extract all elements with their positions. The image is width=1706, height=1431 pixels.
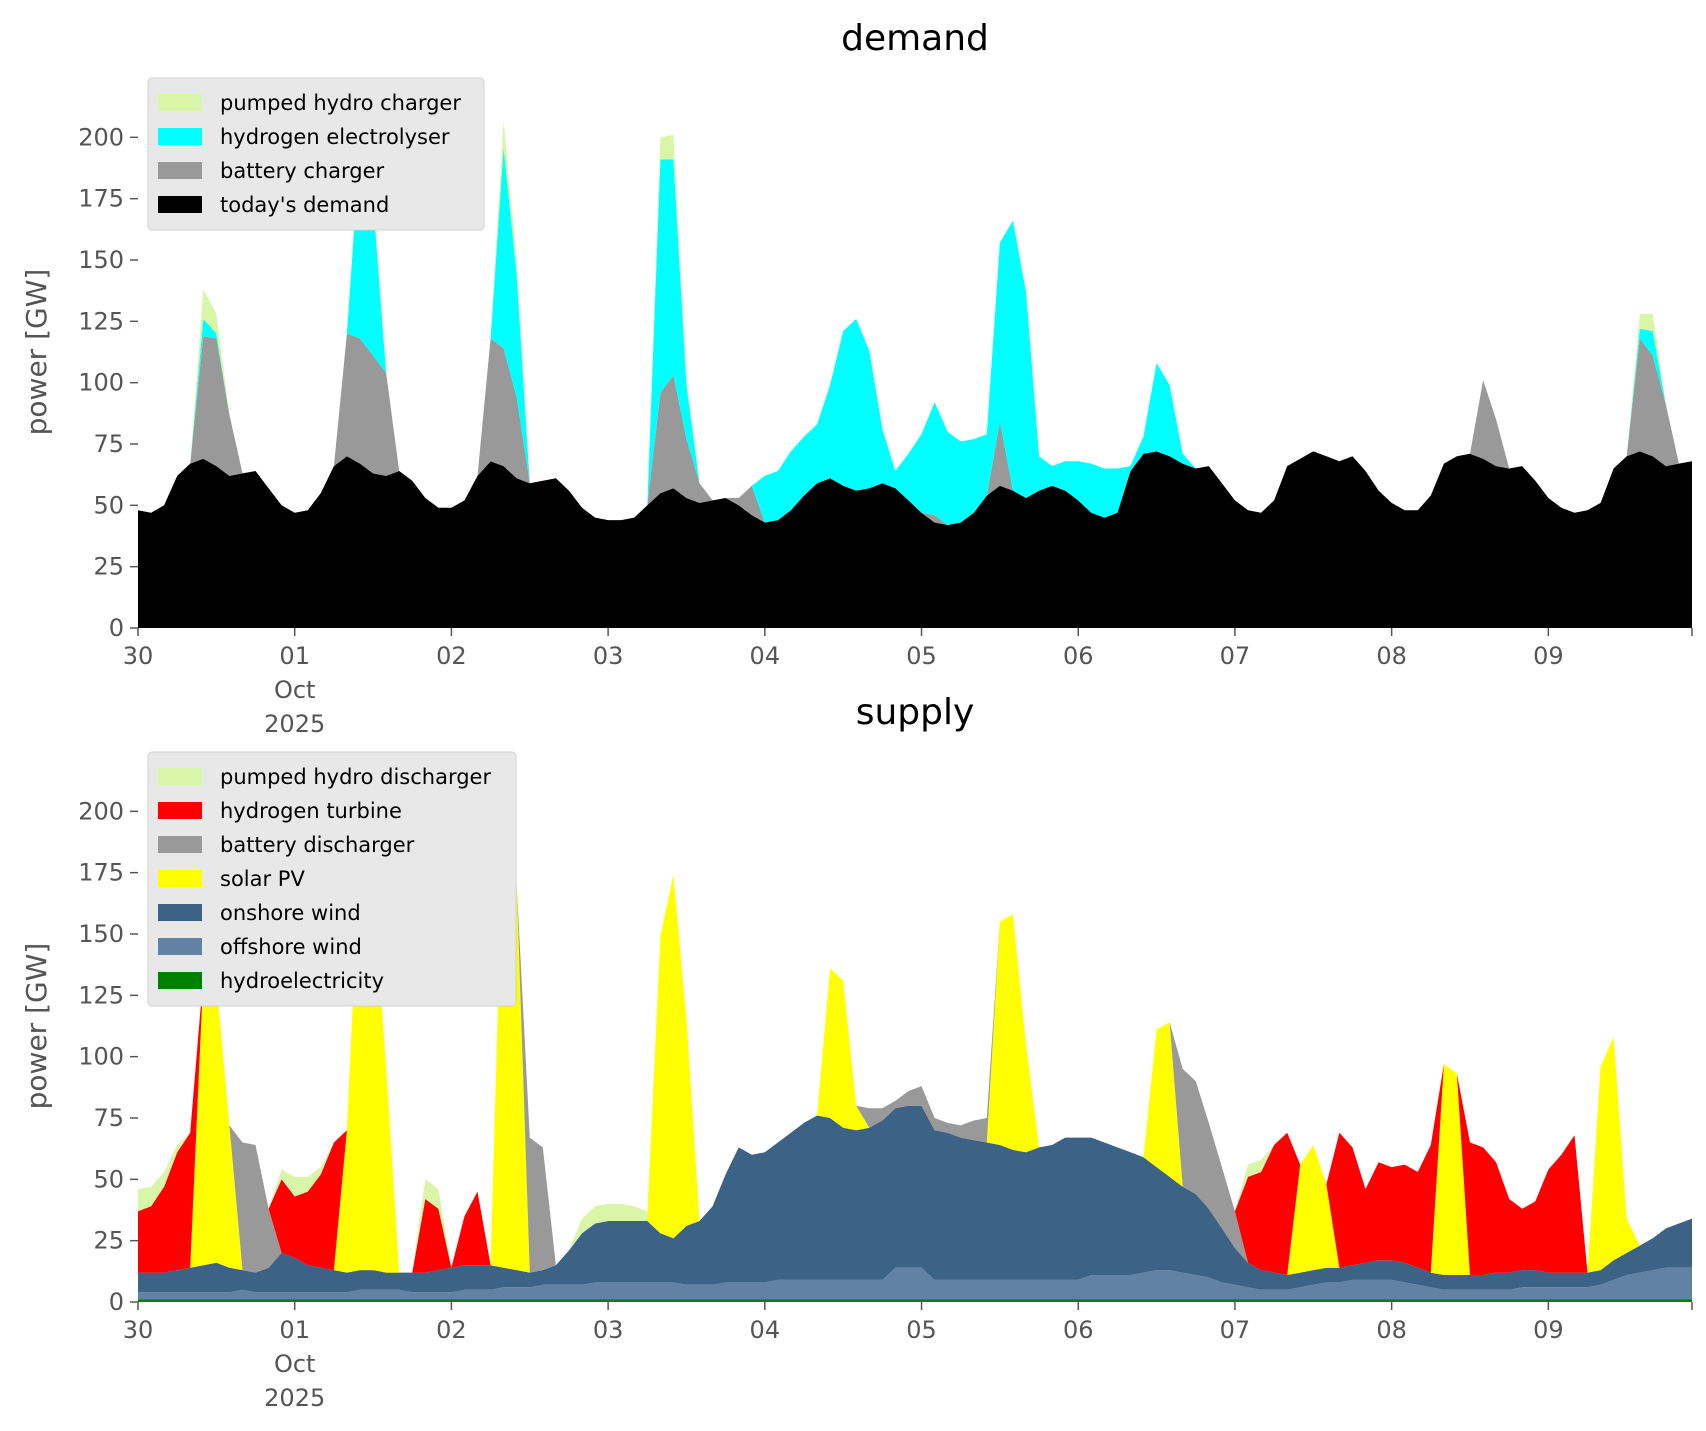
supply-ytick-label: 125 bbox=[78, 981, 124, 1009]
supply-legend-label-battery-discharger: battery discharger bbox=[220, 833, 415, 857]
demand-xtick-label: 02 bbox=[436, 642, 467, 670]
demand-xtick-label: 01 bbox=[279, 642, 310, 670]
supply-ytick-label: 100 bbox=[78, 1043, 124, 1071]
demand-legend-swatch-hydrogen-electrolyser bbox=[158, 128, 202, 145]
supply-xtick-label: 07 bbox=[1220, 1316, 1251, 1344]
demand-ytick-label: 25 bbox=[93, 553, 124, 581]
supply-ytick-label: 25 bbox=[93, 1227, 124, 1255]
supply-area-onshore-wind bbox=[138, 1105, 1692, 1293]
supply-legend-label-onshore-wind: onshore wind bbox=[220, 901, 361, 925]
supply-chart: supply power [GW] 0 25 50 75 100 125 150 175 200 30… bbox=[20, 692, 1693, 1412]
supply-area-hydroelectricity bbox=[138, 1299, 1692, 1302]
demand-ylabel: power [GW] bbox=[20, 269, 53, 436]
supply-xtick-label: 09 bbox=[1533, 1316, 1564, 1344]
demand-legend-label-hydrogen-electrolyser: hydrogen electrolyser bbox=[220, 125, 450, 149]
supply-ytick-label: 50 bbox=[93, 1165, 124, 1193]
demand-xtick-sublabel: 2025 bbox=[264, 710, 325, 738]
demand-xtick-label: 06 bbox=[1063, 642, 1094, 670]
demand-chart: demand power [GW] 0 25 50 75 100 125 150 175 200 30… bbox=[20, 18, 1693, 738]
supply-xtick-sublabel: 2025 bbox=[264, 1384, 325, 1412]
supply-ytick-label: 175 bbox=[78, 859, 124, 887]
supply-ytick-label: 200 bbox=[78, 797, 124, 825]
demand-ytick-label: 75 bbox=[93, 430, 124, 458]
supply-xtick-label: 06 bbox=[1063, 1316, 1094, 1344]
supply-ylabel: power [GW] bbox=[20, 943, 53, 1110]
demand-xtick-label: 05 bbox=[906, 642, 937, 670]
demand-xtick-sublabel: Oct bbox=[274, 676, 316, 704]
demand-ytick-label: 175 bbox=[78, 185, 124, 213]
supply-legend-label-solar-pv: solar PV bbox=[220, 867, 305, 891]
supply-legend-label-hydroelectricity: hydroelectricity bbox=[220, 969, 384, 993]
supply-legend-label-hydrogen-turbine: hydrogen turbine bbox=[220, 799, 402, 823]
supply-ytick-label: 150 bbox=[78, 920, 124, 948]
supply-ytick-label: 0 bbox=[109, 1288, 124, 1316]
demand-ytick-label: 0 bbox=[109, 614, 124, 642]
supply-xtick-label: 03 bbox=[593, 1316, 624, 1344]
demand-xtick-label: 30 bbox=[123, 642, 154, 670]
supply-xtick-label: 08 bbox=[1376, 1316, 1407, 1344]
supply-legend-box bbox=[147, 751, 517, 1007]
demand-xticks: 30 01 Oct 2025 02 03 04 05 06 07 08 09 bbox=[123, 628, 1693, 738]
demand-legend-swatch-battery-charger bbox=[158, 162, 202, 179]
demand-xtick-label: 08 bbox=[1376, 642, 1407, 670]
supply-ytick-label: 75 bbox=[93, 1104, 124, 1132]
demand-legend-swatch-pumped-hydro-charger bbox=[158, 94, 202, 111]
demand-xtick-label: 09 bbox=[1533, 642, 1564, 670]
supply-legend-swatch-offshore-wind bbox=[158, 938, 202, 955]
demand-legend-label-battery-charger: battery charger bbox=[220, 159, 385, 183]
demand-area-battery-charger bbox=[138, 333, 1692, 525]
supply-xtick-label: 30 bbox=[123, 1316, 154, 1344]
supply-legend-swatch-onshore-wind bbox=[158, 904, 202, 921]
demand-xtick-label: 04 bbox=[750, 642, 781, 670]
supply-xtick-label: 01 bbox=[279, 1316, 310, 1344]
supply-area-offshore-wind bbox=[138, 1267, 1692, 1300]
supply-legend-swatch-hydrogen-turbine bbox=[158, 802, 202, 819]
supply-legend-swatch-solar-pv bbox=[158, 870, 202, 887]
supply-legend-label-pumped-hydro-discharger: pumped hydro discharger bbox=[220, 765, 491, 789]
demand-xtick-label: 03 bbox=[593, 642, 624, 670]
demand-legend-label-pumped-hydro-charger: pumped hydro charger bbox=[220, 91, 461, 115]
demand-legend-label-today-s-demand: today's demand bbox=[220, 193, 389, 217]
demand-legend-swatch-today-s-demand bbox=[158, 196, 202, 213]
demand-ytick-label: 50 bbox=[93, 491, 124, 519]
supply-xtick-sublabel: Oct bbox=[274, 1350, 316, 1378]
demand-ytick-label: 200 bbox=[78, 123, 124, 151]
supply-legend-swatch-hydroelectricity bbox=[158, 972, 202, 989]
supply-area-hydrogen-turbine bbox=[138, 806, 1692, 1275]
supply-legend: pumped hydro discharger hydrogen turbine b… bbox=[147, 751, 517, 1007]
demand-ytick-label: 100 bbox=[78, 369, 124, 397]
demand-title: demand bbox=[841, 18, 989, 59]
supply-legend-swatch-pumped-hydro-discharger bbox=[158, 768, 202, 785]
supply-title: supply bbox=[856, 692, 975, 733]
demand-legend-box bbox=[147, 77, 485, 231]
supply-area-battery-discharger bbox=[138, 806, 1692, 1275]
demand-legend: pumped hydro charger hydrogen electrolyse… bbox=[147, 77, 485, 231]
supply-legend-label-offshore-wind: offshore wind bbox=[220, 935, 362, 959]
demand-area-hydrogen-electrolyser bbox=[138, 144, 1692, 525]
supply-xticks: 30 01 Oct 2025 02 03 04 05 06 07 08 09 bbox=[123, 1302, 1693, 1412]
supply-xtick-label: 05 bbox=[906, 1316, 937, 1344]
demand-ytick-label: 150 bbox=[78, 246, 124, 274]
demand-xtick-label: 07 bbox=[1220, 642, 1251, 670]
demand-ytick-label: 125 bbox=[78, 307, 124, 335]
supply-xtick-label: 02 bbox=[436, 1316, 467, 1344]
supply-xtick-label: 04 bbox=[750, 1316, 781, 1344]
supply-legend-swatch-battery-discharger bbox=[158, 836, 202, 853]
demand-area-today-s-demand bbox=[138, 451, 1692, 628]
